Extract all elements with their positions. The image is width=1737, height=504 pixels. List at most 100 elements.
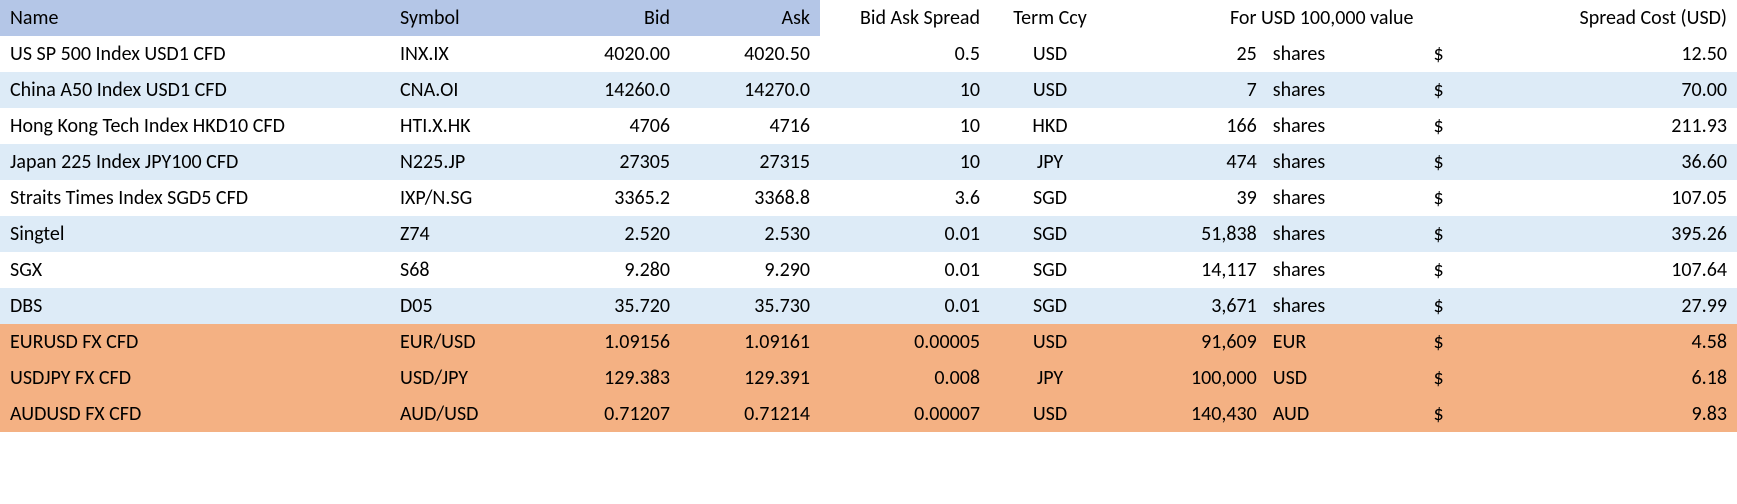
cell-unit: shares [1267,72,1424,108]
cell-name: AUDUSD FX CFD [0,396,390,432]
cell-bid: 4020.00 [540,36,680,72]
cell-name: DBS [0,288,390,324]
cell-symbol: IXP/N.SG [390,180,540,216]
cell-ask: 2.530 [680,216,820,252]
cell-cost: 211.93 [1580,108,1737,144]
cell-dollar: $ [1424,360,1581,396]
table-row: USDJPY FX CFDUSD/JPY129.383129.3910.008J… [0,360,1737,396]
cell-bid: 35.720 [540,288,680,324]
cell-qty: 25 [1110,36,1267,72]
cell-bid: 129.383 [540,360,680,396]
cell-symbol: Z74 [390,216,540,252]
cell-symbol: CNA.OI [390,72,540,108]
table-row: China A50 Index USD1 CFDCNA.OI14260.0142… [0,72,1737,108]
hdr-spread: Bid Ask Spread [820,0,990,36]
cell-name: EURUSD FX CFD [0,324,390,360]
cell-dollar: $ [1424,252,1581,288]
cell-spread: 10 [820,108,990,144]
spread-cost-table: Name Symbol Bid Ask Bid Ask Spread Term … [0,0,1737,432]
cell-ask: 4716 [680,108,820,144]
cell-ask: 14270.0 [680,72,820,108]
cell-spread: 10 [820,144,990,180]
cell-cost: 6.18 [1580,360,1737,396]
cell-qty: 166 [1110,108,1267,144]
cell-bid: 2.520 [540,216,680,252]
cell-dollar: $ [1424,324,1581,360]
cell-dollar: $ [1424,144,1581,180]
cell-spread: 10 [820,72,990,108]
cell-symbol: INX.IX [390,36,540,72]
cell-unit: shares [1267,144,1424,180]
table-row: Hong Kong Tech Index HKD10 CFDHTI.X.HK 47… [0,108,1737,144]
cell-ccy: HKD [990,108,1110,144]
cell-qty: 100,000 [1110,360,1267,396]
cell-name: Straits Times Index SGD5 CFD [0,180,390,216]
cell-cost: 9.83 [1580,396,1737,432]
cell-spread: 0.01 [820,252,990,288]
cell-unit: shares [1267,180,1424,216]
cell-name: USDJPY FX CFD [0,360,390,396]
cell-ask: 0.71214 [680,396,820,432]
table-body: US SP 500 Index USD1 CFDINX.IX4020.00402… [0,36,1737,432]
cell-spread: 3.6 [820,180,990,216]
cell-ccy: USD [990,396,1110,432]
table-row: SingtelZ742.5202.5300.01SGD51,838shares$… [0,216,1737,252]
cell-ccy: USD [990,72,1110,108]
cell-name: Japan 225 Index JPY100 CFD [0,144,390,180]
cell-cost: 4.58 [1580,324,1737,360]
cell-ccy: SGD [990,180,1110,216]
cell-bid: 3365.2 [540,180,680,216]
cell-ask: 9.290 [680,252,820,288]
cell-qty: 91,609 [1110,324,1267,360]
cell-unit: USD [1267,360,1424,396]
cell-qty: 3,671 [1110,288,1267,324]
cell-qty: 7 [1110,72,1267,108]
hdr-symbol: Symbol [390,0,540,36]
cell-bid: 1.09156 [540,324,680,360]
cell-ask: 3368.8 [680,180,820,216]
table-row: Straits Times Index SGD5 CFDIXP/N.SG3365… [0,180,1737,216]
cell-symbol: EUR/USD [390,324,540,360]
hdr-spread-cost: Spread Cost (USD) [1424,0,1737,36]
table-row: Japan 225 Index JPY100 CFDN225.JP2730527… [0,144,1737,180]
cell-dollar: $ [1424,108,1581,144]
cell-unit: shares [1267,216,1424,252]
hdr-ccy: Term Ccy [990,0,1110,36]
cell-bid: 9.280 [540,252,680,288]
cell-ask: 4020.50 [680,36,820,72]
cell-ask: 1.09161 [680,324,820,360]
header-row: Name Symbol Bid Ask Bid Ask Spread Term … [0,0,1737,36]
cell-unit: shares [1267,36,1424,72]
cell-unit: shares [1267,288,1424,324]
cell-symbol: S68 [390,252,540,288]
cell-ccy: SGD [990,288,1110,324]
hdr-for-value: For USD 100,000 value [1110,0,1424,36]
cell-cost: 70.00 [1580,72,1737,108]
cell-qty: 39 [1110,180,1267,216]
cell-symbol: USD/JPY [390,360,540,396]
cell-ccy: USD [990,36,1110,72]
cell-spread: 0.00007 [820,396,990,432]
hdr-ask: Ask [680,0,820,36]
cell-unit: shares [1267,252,1424,288]
hdr-bid: Bid [540,0,680,36]
cell-cost: 12.50 [1580,36,1737,72]
cell-symbol: N225.JP [390,144,540,180]
hdr-name: Name [0,0,390,36]
table-row: US SP 500 Index USD1 CFDINX.IX4020.00402… [0,36,1737,72]
cell-spread: 0.01 [820,288,990,324]
cell-cost: 36.60 [1580,144,1737,180]
cell-ccy: JPY [990,144,1110,180]
cell-cost: 107.64 [1580,252,1737,288]
cell-dollar: $ [1424,396,1581,432]
table-row: AUDUSD FX CFDAUD/USD0.712070.712140.0000… [0,396,1737,432]
cell-symbol: D05 [390,288,540,324]
cell-cost: 107.05 [1580,180,1737,216]
cell-dollar: $ [1424,72,1581,108]
cell-name: Hong Kong Tech Index HKD10 CFD [0,108,390,144]
cell-cost: 395.26 [1580,216,1737,252]
cell-dollar: $ [1424,180,1581,216]
cell-symbol: HTI.X.HK [390,108,540,144]
cell-qty: 14,117 [1110,252,1267,288]
cell-ask: 129.391 [680,360,820,396]
